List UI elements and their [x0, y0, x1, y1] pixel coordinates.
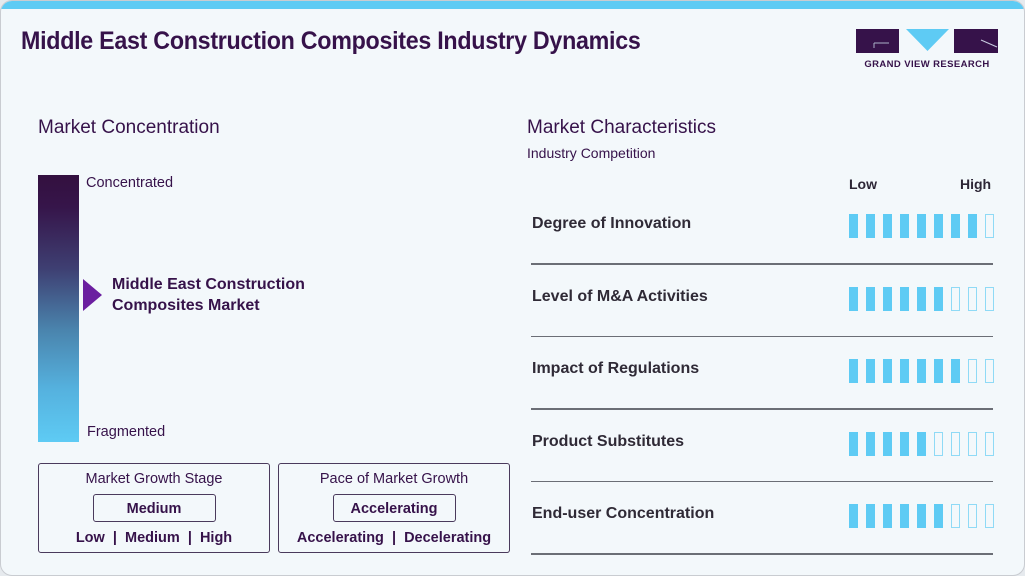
fragmented-label: Fragmented	[87, 424, 166, 440]
characteristic-label: Impact of Regulations	[532, 360, 700, 377]
rating-segment-filled	[934, 504, 943, 528]
rating-segment-filled	[934, 286, 943, 311]
rating-meter	[849, 214, 994, 238]
accent-top-bar	[1, 1, 1024, 9]
concentrated-label: Concentrated	[86, 175, 174, 191]
market-name-line2: Composites Market	[112, 297, 260, 314]
rating-segment-filled	[900, 431, 909, 456]
rating-segment-empty	[968, 286, 977, 311]
rating-segment-empty	[951, 431, 960, 456]
rating-segment-filled	[849, 504, 858, 528]
rating-segment-filled	[900, 359, 909, 383]
rating-segment-filled	[968, 214, 977, 238]
rating-segment-filled	[866, 286, 875, 311]
scale-low-label: Low	[849, 176, 877, 192]
logo-text: GRAND VIEW RESEARCH	[864, 59, 990, 70]
rating-segment-empty	[934, 431, 943, 456]
rating-segment-filled	[951, 359, 960, 383]
growth-pace-options: Accelerating | Decelerating	[296, 530, 492, 546]
rating-segment-empty	[985, 286, 994, 311]
rating-segment-empty	[951, 504, 960, 528]
rating-segment-filled	[866, 214, 875, 238]
rating-segment-filled	[849, 214, 858, 238]
rating-segment-empty	[968, 431, 977, 456]
growth-stage-value: Medium	[92, 494, 216, 522]
market-characteristics-heading: Market Characteristics	[527, 117, 716, 138]
rating-segment-filled	[900, 214, 909, 238]
row-divider	[531, 553, 993, 555]
characteristic-label: Degree of Innovation	[532, 215, 692, 232]
rating-segment-filled	[883, 286, 892, 311]
row-divider	[531, 335, 993, 337]
rating-segment-filled	[951, 214, 960, 238]
market-position-marker-icon	[83, 279, 102, 311]
grand-view-research-logo-icon	[856, 29, 998, 53]
rating-segment-filled	[883, 214, 892, 238]
rating-segment-empty	[985, 431, 994, 456]
growth-pace-value: Accelerating	[332, 494, 456, 522]
rating-segment-filled	[900, 504, 909, 528]
characteristic-label: End-user Concentration	[532, 505, 715, 522]
rating-segment-filled	[883, 504, 892, 528]
rating-segment-empty	[985, 504, 994, 528]
rating-meter	[849, 286, 994, 311]
characteristic-label: Product Substitutes	[532, 432, 685, 450]
market-name-line1: Middle East Construction	[112, 276, 305, 293]
rating-segment-filled	[883, 431, 892, 456]
market-concentration-heading: Market Concentration	[38, 117, 220, 138]
rating-segment-filled	[849, 359, 858, 383]
pace-of-market-growth-box: Pace of Market Growth Accelerating Accel…	[278, 463, 510, 553]
row-divider	[531, 263, 993, 265]
rating-segment-filled	[917, 504, 926, 528]
rating-segment-empty	[968, 359, 977, 383]
rating-segment-filled	[917, 431, 926, 456]
market-growth-stage-box: Market Growth Stage Medium Low | Medium …	[38, 463, 270, 553]
rating-segment-filled	[866, 431, 875, 456]
row-divider	[531, 480, 993, 482]
rating-segment-filled	[917, 359, 926, 383]
growth-stage-options: Low | Medium | High	[75, 530, 233, 546]
rating-segment-empty	[985, 359, 994, 383]
rating-segment-filled	[917, 286, 926, 311]
rating-segment-filled	[934, 214, 943, 238]
growth-pace-title: Pace of Market Growth	[319, 471, 469, 487]
rating-segment-filled	[849, 431, 858, 456]
rating-meter	[849, 504, 994, 528]
industry-competition-subheading: Industry Competition	[527, 145, 656, 161]
characteristic-label: Level of M&A Activities	[532, 287, 708, 305]
rating-segment-filled	[934, 359, 943, 383]
rating-segment-filled	[917, 214, 926, 238]
rating-segment-filled	[849, 286, 858, 311]
rating-meter	[849, 431, 994, 456]
market-position-label: Middle East Construction Composites Mark…	[112, 274, 305, 316]
rating-meter	[849, 359, 994, 383]
concentration-gradient-bar	[38, 175, 79, 442]
rating-segment-empty	[951, 286, 960, 311]
rating-segment-filled	[866, 359, 875, 383]
rating-segment-filled	[900, 286, 909, 311]
rating-segment-empty	[985, 214, 994, 238]
rating-segment-filled	[866, 504, 875, 528]
row-divider	[531, 408, 993, 410]
scale-high-label: High	[960, 176, 992, 192]
rating-segment-filled	[883, 359, 892, 383]
page-title: Middle East Construction Composites Indu…	[21, 27, 641, 55]
growth-stage-title: Market Growth Stage	[85, 471, 223, 487]
rating-segment-empty	[968, 504, 977, 528]
